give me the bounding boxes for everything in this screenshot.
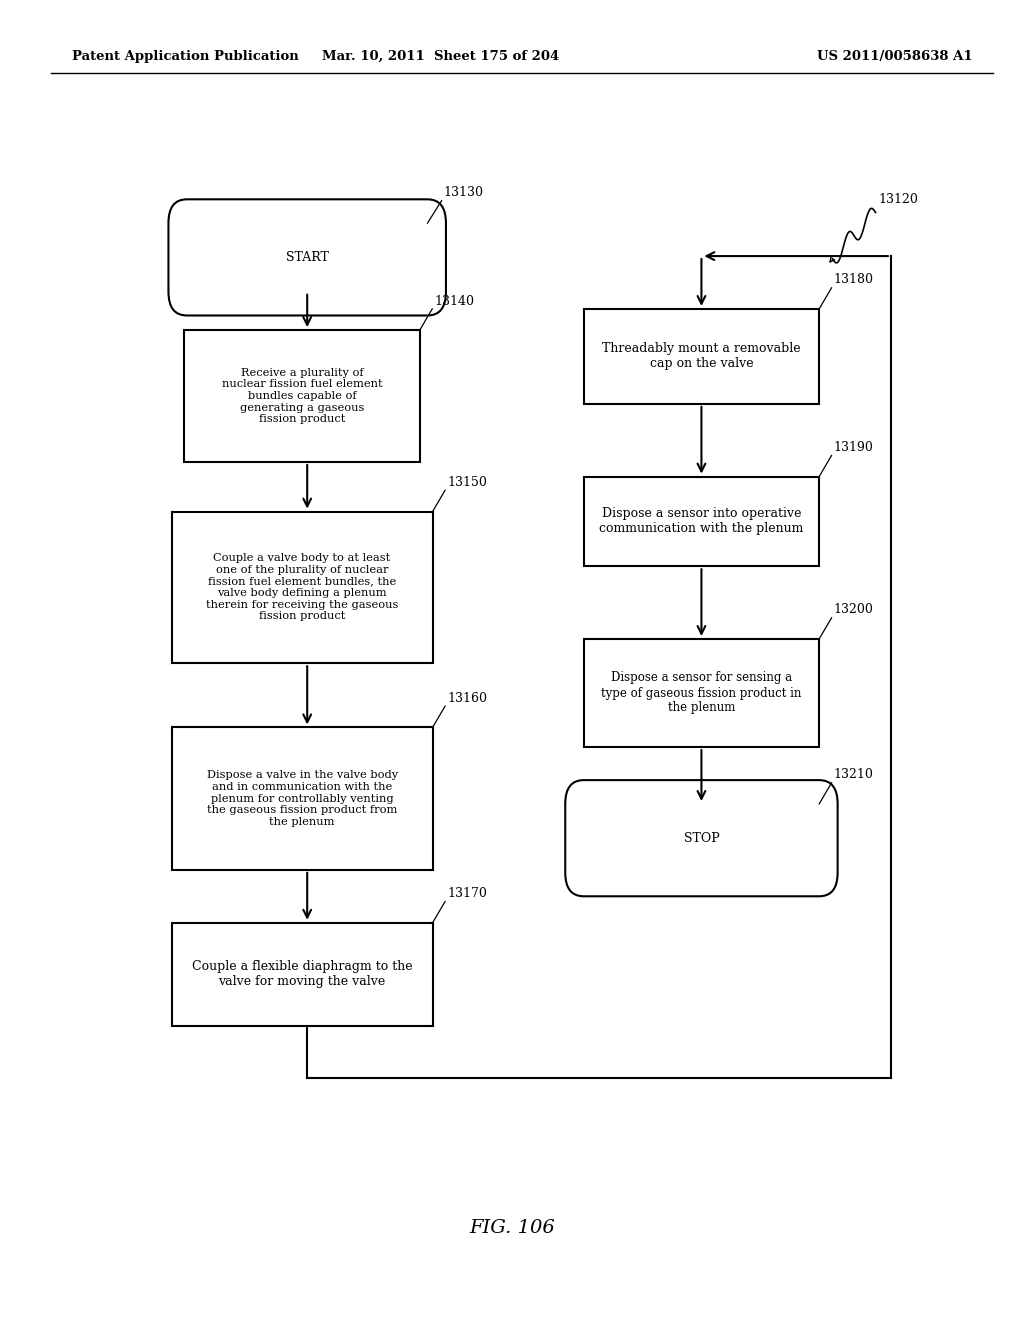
Text: Couple a flexible diaphragm to the
valve for moving the valve: Couple a flexible diaphragm to the valve…: [191, 960, 413, 989]
Text: START: START: [286, 251, 329, 264]
Bar: [584, 639, 819, 747]
Text: Receive a plurality of
nuclear fission fuel element
bundles capable of
generatin: Receive a plurality of nuclear fission f…: [222, 368, 382, 424]
Bar: [584, 477, 819, 566]
FancyBboxPatch shape: [168, 199, 446, 315]
Text: STOP: STOP: [684, 832, 719, 845]
Text: Dispose a sensor for sensing a
type of gaseous fission product in
the plenum: Dispose a sensor for sensing a type of g…: [601, 672, 802, 714]
Text: 13120: 13120: [879, 193, 919, 206]
Text: 13200: 13200: [834, 603, 873, 616]
Text: 13170: 13170: [447, 887, 487, 900]
Text: Patent Application Publication: Patent Application Publication: [72, 50, 298, 63]
Bar: [171, 511, 432, 663]
Text: Threadably mount a removable
cap on the valve: Threadably mount a removable cap on the …: [602, 342, 801, 371]
Bar: [584, 309, 819, 404]
Bar: [184, 330, 420, 462]
Text: US 2011/0058638 A1: US 2011/0058638 A1: [817, 50, 973, 63]
Bar: [171, 727, 432, 870]
FancyBboxPatch shape: [565, 780, 838, 896]
Text: 13160: 13160: [447, 692, 487, 705]
Text: Mar. 10, 2011  Sheet 175 of 204: Mar. 10, 2011 Sheet 175 of 204: [322, 50, 559, 63]
Bar: [171, 923, 432, 1026]
Text: 13190: 13190: [834, 441, 873, 454]
Text: 13210: 13210: [834, 768, 873, 781]
Text: Dispose a sensor into operative
communication with the plenum: Dispose a sensor into operative communic…: [599, 507, 804, 536]
Text: FIG. 106: FIG. 106: [469, 1218, 555, 1237]
Text: 13180: 13180: [834, 273, 873, 286]
Text: 13130: 13130: [443, 186, 483, 199]
Text: 13140: 13140: [434, 294, 474, 308]
Text: 13150: 13150: [447, 477, 487, 488]
Text: Couple a valve body to at least
one of the plurality of nuclear
fission fuel ele: Couple a valve body to at least one of t…: [206, 553, 398, 622]
Text: Dispose a valve in the valve body
and in communication with the
plenum for contr: Dispose a valve in the valve body and in…: [207, 771, 397, 826]
